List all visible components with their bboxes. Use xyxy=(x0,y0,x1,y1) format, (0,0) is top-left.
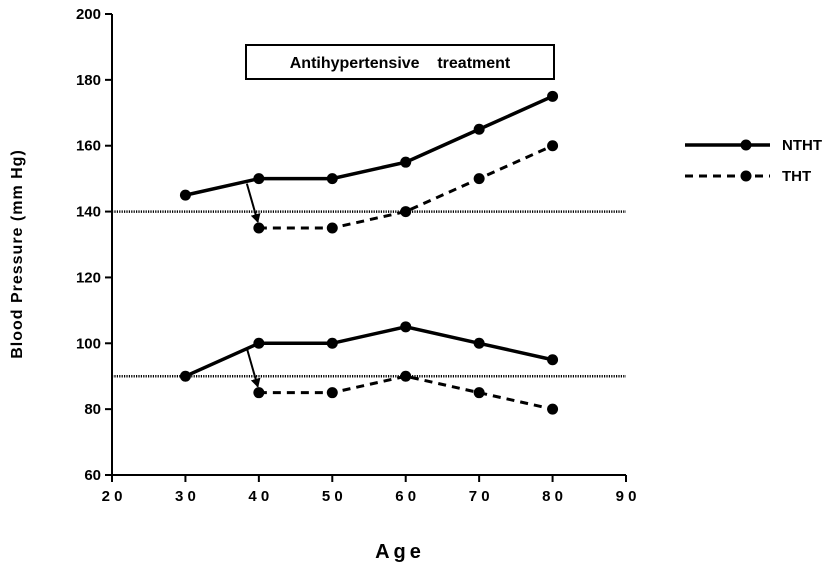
legend-marker xyxy=(740,139,752,151)
legend-label: NTHT xyxy=(782,137,822,154)
data-point xyxy=(179,370,191,382)
data-point xyxy=(400,156,412,168)
annotation-frame xyxy=(245,44,555,80)
data-point xyxy=(547,354,559,366)
data-point xyxy=(473,337,485,349)
data-point xyxy=(253,337,265,349)
x-tick-label: 9 0 xyxy=(616,488,637,505)
data-point xyxy=(547,140,559,152)
series-systolic-ntht xyxy=(179,90,559,201)
series-layer xyxy=(179,90,559,415)
y-tick-label: 160 xyxy=(76,138,101,155)
legend: NTHT THT xyxy=(685,137,822,185)
y-axis-title: Blood Pressure (mm Hg) xyxy=(9,149,26,359)
series-diastolic-ntht xyxy=(179,321,559,382)
treatment-arrow xyxy=(245,348,261,388)
y-tick-label: 140 xyxy=(76,204,101,221)
x-tick-label: 5 0 xyxy=(322,488,343,505)
y-tick-label: 60 xyxy=(84,467,101,484)
data-point xyxy=(547,403,559,415)
data-point xyxy=(473,123,485,135)
x-axis-title: Age xyxy=(375,541,425,563)
legend-item-tht: THT xyxy=(685,168,811,185)
data-point xyxy=(547,90,559,102)
legend-marker xyxy=(740,170,752,182)
y-tick-label: 80 xyxy=(84,401,101,418)
x-tick-label: 8 0 xyxy=(542,488,563,505)
annotation-box: Antihypertensive treatment xyxy=(245,44,555,80)
y-tick-label: 100 xyxy=(76,335,101,352)
series-systolic-tht xyxy=(253,140,559,234)
annotation-text: Antihypertensive treatment xyxy=(290,55,511,72)
x-tick-label: 7 0 xyxy=(469,488,490,505)
axes: 60 80 100 120 140 160 180 200 2 0 3 0 4 0 5 0 6 0 7 0… xyxy=(76,6,636,505)
data-point xyxy=(473,173,485,185)
data-point xyxy=(400,206,412,218)
series-line xyxy=(184,325,553,378)
x-tick-label: 6 0 xyxy=(395,488,416,505)
data-point xyxy=(400,370,412,382)
y-tick-label: 200 xyxy=(76,6,101,23)
reference-lines xyxy=(112,210,626,378)
treatment-arrow xyxy=(245,183,261,223)
legend-item-ntht: NTHT xyxy=(685,137,822,154)
x-tick-label: 4 0 xyxy=(248,488,269,505)
data-point xyxy=(179,189,191,201)
y-tick-label: 120 xyxy=(76,269,101,286)
x-tick-label: 3 0 xyxy=(175,488,196,505)
data-point xyxy=(326,337,338,349)
series-diastolic-tht xyxy=(253,370,559,415)
data-point xyxy=(400,321,412,333)
series-line xyxy=(185,94,554,197)
arrow-layer xyxy=(245,183,261,388)
series-line xyxy=(258,144,554,230)
y-tick-label: 180 xyxy=(76,72,101,89)
data-point xyxy=(326,387,338,399)
data-point xyxy=(253,173,265,185)
data-point xyxy=(473,387,485,399)
data-point xyxy=(326,173,338,185)
data-point xyxy=(253,387,265,399)
data-point xyxy=(326,222,338,234)
x-tick-label: 2 0 xyxy=(102,488,123,505)
legend-label: THT xyxy=(782,168,811,185)
series-line xyxy=(258,374,553,411)
data-point xyxy=(253,222,265,234)
